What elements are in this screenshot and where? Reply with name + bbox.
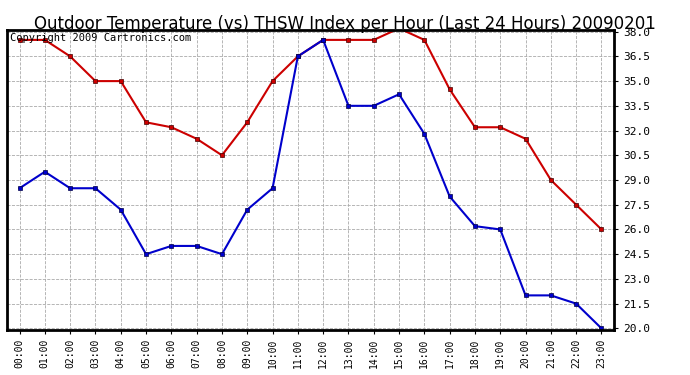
- Text: Outdoor Temperature (vs) THSW Index per Hour (Last 24 Hours) 20090201: Outdoor Temperature (vs) THSW Index per …: [34, 15, 656, 33]
- Text: Copyright 2009 Cartronics.com: Copyright 2009 Cartronics.com: [10, 33, 191, 43]
